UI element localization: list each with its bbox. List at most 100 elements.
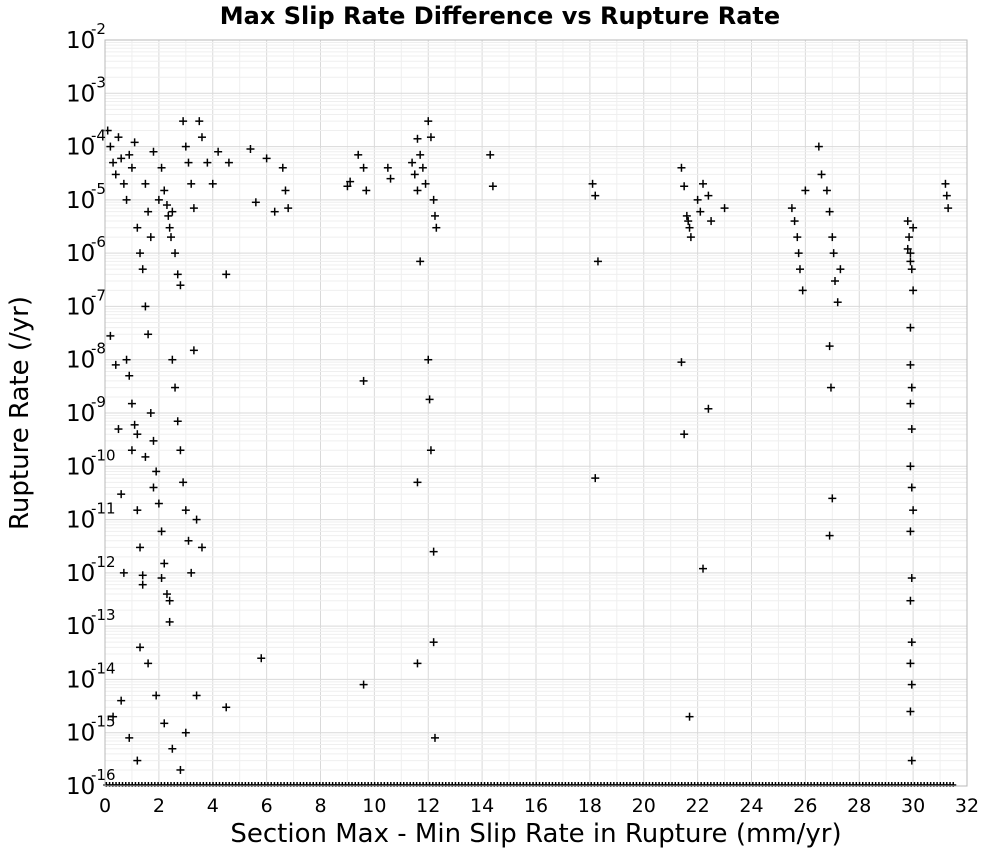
data-point — [262, 154, 271, 163]
data-point — [138, 571, 147, 580]
data-point — [817, 170, 826, 179]
data-point — [906, 527, 915, 536]
data-point — [122, 195, 131, 204]
y-tick-exponent: -15 — [91, 713, 116, 731]
data-point — [906, 462, 915, 471]
y-tick-exponent: -13 — [91, 606, 116, 624]
data-point — [686, 233, 695, 242]
data-point — [168, 207, 177, 216]
data-point — [906, 399, 915, 408]
grid-lines — [104, 40, 968, 787]
data-point — [195, 117, 204, 126]
data-point — [343, 182, 352, 191]
data-point — [179, 478, 188, 487]
data-point — [224, 158, 233, 167]
data-point — [168, 355, 177, 364]
data-point — [133, 430, 142, 439]
data-point — [907, 680, 916, 689]
data-point — [430, 211, 439, 220]
data-point — [693, 195, 702, 204]
x-tick-label: 12 — [416, 795, 440, 817]
y-axis-ticks: 10-210-310-410-510-610-710-810-910-1010-… — [66, 20, 116, 800]
data-point — [941, 179, 950, 188]
data-point — [359, 680, 368, 689]
data-point — [418, 163, 427, 172]
y-tick-base: 10 — [66, 614, 95, 640]
data-point — [160, 559, 169, 568]
data-point — [907, 425, 916, 434]
data-point — [907, 574, 916, 583]
data-point — [588, 179, 597, 188]
data-point — [165, 596, 174, 605]
data-point — [413, 134, 422, 143]
data-point — [906, 596, 915, 605]
data-point — [189, 204, 198, 213]
data-point — [591, 191, 600, 200]
data-point — [413, 659, 422, 668]
data-point — [704, 404, 713, 413]
x-tick-label: 22 — [686, 795, 710, 817]
data-point — [793, 233, 802, 242]
data-point — [488, 182, 497, 191]
y-tick-exponent: -3 — [91, 73, 106, 91]
y-tick-exponent: -5 — [91, 180, 106, 198]
y-tick-base: 10 — [66, 774, 95, 800]
data-point — [165, 223, 174, 232]
data-point — [141, 452, 150, 461]
data-point — [677, 163, 686, 172]
data-point — [117, 696, 126, 705]
data-point — [421, 179, 430, 188]
data-point — [787, 204, 796, 213]
data-point — [829, 249, 838, 258]
data-point — [408, 158, 417, 167]
data-point — [111, 170, 120, 179]
y-tick-base: 10 — [66, 348, 95, 374]
y-tick-base: 10 — [66, 28, 95, 54]
data-point — [354, 150, 363, 159]
data-point — [386, 174, 395, 183]
data-point — [181, 142, 190, 151]
data-point — [903, 244, 912, 253]
data-point — [907, 383, 916, 392]
y-tick-exponent: -10 — [91, 446, 116, 464]
plot-area-frame — [104, 39, 968, 787]
y-tick-base: 10 — [66, 81, 95, 107]
data-point — [413, 186, 422, 195]
data-point — [906, 249, 915, 258]
data-point — [149, 483, 158, 492]
x-tick-label: 10 — [362, 795, 386, 817]
y-tick-exponent: -9 — [91, 393, 106, 411]
data-point — [166, 233, 175, 242]
data-point — [907, 638, 916, 647]
data-point — [176, 281, 185, 290]
data-point — [346, 177, 355, 186]
data-point — [138, 265, 147, 274]
data-point — [814, 142, 823, 151]
data-point — [825, 207, 834, 216]
data-point — [138, 580, 147, 589]
x-tick-label: 14 — [470, 795, 494, 817]
data-point — [162, 590, 171, 599]
data-point — [141, 302, 150, 311]
data-point — [704, 191, 713, 200]
data-point — [154, 195, 163, 204]
data-point — [208, 179, 217, 188]
data-point — [125, 733, 134, 742]
data-point — [906, 707, 915, 716]
y-tick-base: 10 — [66, 561, 95, 587]
data-point — [906, 257, 915, 266]
data-point — [168, 744, 177, 753]
y-tick-exponent: -14 — [91, 659, 116, 677]
data-point — [197, 133, 206, 142]
data-point — [119, 568, 128, 577]
data-point — [173, 270, 182, 279]
data-point — [246, 145, 255, 154]
data-point — [136, 543, 145, 552]
data-point — [203, 158, 212, 167]
data-point — [416, 257, 425, 266]
data-point — [699, 179, 708, 188]
x-tick-label: 16 — [524, 795, 548, 817]
y-tick-exponent: -16 — [91, 766, 116, 784]
data-point — [822, 186, 831, 195]
